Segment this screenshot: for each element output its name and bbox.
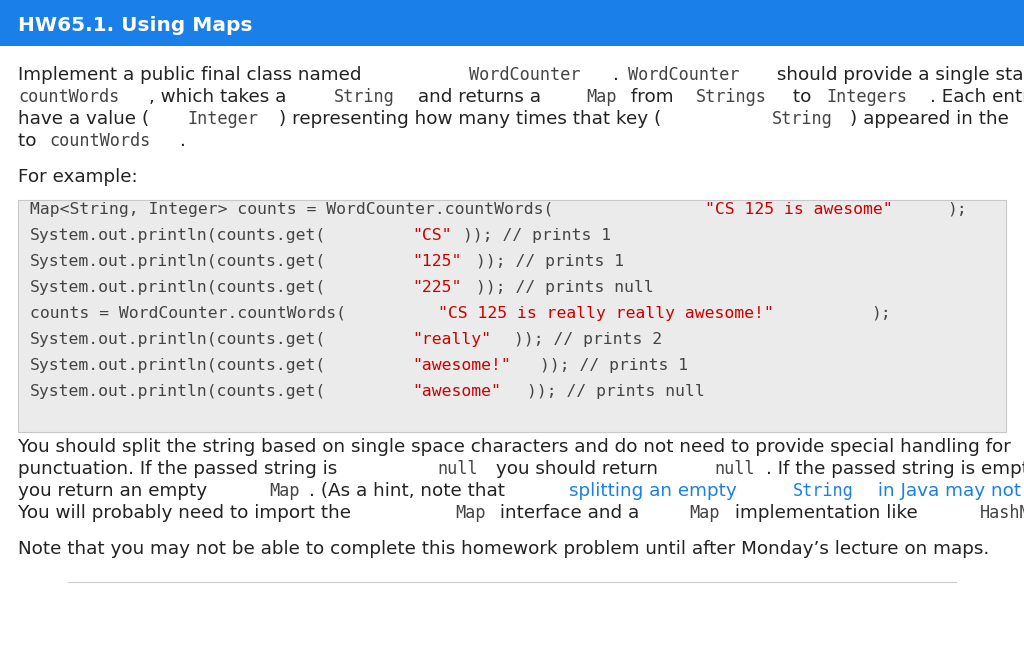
Text: Integers: Integers: [826, 88, 907, 106]
Text: , which takes a: , which takes a: [148, 88, 292, 106]
Text: Strings: Strings: [695, 88, 766, 106]
Text: from: from: [625, 88, 680, 106]
Text: )); // prints null: )); // prints null: [527, 384, 705, 399]
Text: "awesome": "awesome": [413, 384, 501, 399]
Text: "really": "really": [413, 332, 492, 347]
Text: to: to: [786, 88, 817, 106]
Text: )); // prints 1: )); // prints 1: [540, 358, 688, 373]
Text: .: .: [180, 132, 186, 150]
Text: System.out.println(counts.get(: System.out.println(counts.get(: [30, 254, 327, 269]
Text: System.out.println(counts.get(: System.out.println(counts.get(: [30, 358, 327, 373]
Text: .: .: [612, 66, 625, 84]
Text: );: );: [871, 306, 891, 321]
Text: String: String: [772, 110, 833, 128]
Text: "CS": "CS": [413, 228, 452, 243]
Text: Map: Map: [689, 504, 720, 522]
Bar: [0, 0, 1024, 46]
Text: HW65.1. Using Maps: HW65.1. Using Maps: [18, 16, 253, 35]
Text: System.out.println(counts.get(: System.out.println(counts.get(: [30, 384, 327, 399]
Text: implementation like: implementation like: [729, 504, 924, 522]
Text: )); // prints 2: )); // prints 2: [514, 332, 663, 347]
Text: String: String: [334, 88, 394, 106]
Text: . (As a hint, note that: . (As a hint, note that: [309, 482, 511, 500]
Text: countWords: countWords: [18, 88, 119, 106]
Text: You should split the string based on single space characters and do not need to : You should split the string based on sin…: [18, 438, 1011, 456]
Text: )); // prints null: )); // prints null: [476, 280, 653, 295]
Text: Note that you may not be able to complete this homework problem until after Mond: Note that you may not be able to complet…: [18, 540, 989, 558]
Text: Implement a public final class named: Implement a public final class named: [18, 66, 368, 84]
Text: null: null: [714, 460, 755, 478]
Text: System.out.println(counts.get(: System.out.println(counts.get(: [30, 280, 327, 295]
Text: You will probably need to import the: You will probably need to import the: [18, 504, 357, 522]
Text: and returns a: and returns a: [412, 88, 547, 106]
Text: you return an empty: you return an empty: [18, 482, 213, 500]
Text: String: String: [794, 482, 854, 500]
Text: Map: Map: [269, 482, 300, 500]
Text: to: to: [18, 132, 42, 150]
Text: ) appeared in the: ) appeared in the: [850, 110, 1015, 128]
Text: have a value (: have a value (: [18, 110, 150, 128]
Text: Integer: Integer: [187, 110, 258, 128]
Text: "125": "125": [413, 254, 462, 269]
Text: you should return: you should return: [489, 460, 664, 478]
Text: in Java may not do what you expect: in Java may not do what you expect: [871, 482, 1024, 500]
Text: "CS 125 is really really awesome!": "CS 125 is really really awesome!": [437, 306, 773, 321]
Text: punctuation. If the passed string is: punctuation. If the passed string is: [18, 460, 343, 478]
Text: interface and a: interface and a: [495, 504, 645, 522]
Text: )); // prints 1: )); // prints 1: [463, 228, 611, 243]
Text: System.out.println(counts.get(: System.out.println(counts.get(: [30, 228, 327, 243]
FancyBboxPatch shape: [18, 200, 1006, 432]
Text: WordCounter: WordCounter: [469, 66, 581, 84]
Text: ) representing how many times that key (: ) representing how many times that key (: [279, 110, 660, 128]
Text: "awesome!": "awesome!": [413, 358, 511, 373]
Text: counts = WordCounter.countWords(: counts = WordCounter.countWords(: [30, 306, 346, 321]
Text: Map: Map: [586, 88, 616, 106]
Text: System.out.println(counts.get(: System.out.println(counts.get(: [30, 332, 327, 347]
Text: "CS 125 is awesome": "CS 125 is awesome": [706, 202, 893, 217]
Text: null: null: [437, 460, 478, 478]
Text: HashMap: HashMap: [980, 504, 1024, 522]
Text: WordCounter: WordCounter: [628, 66, 739, 84]
Text: should provide a single static method: should provide a single static method: [771, 66, 1024, 84]
Text: )); // prints 1: )); // prints 1: [476, 254, 624, 269]
Text: );: );: [947, 202, 968, 217]
Text: countWords: countWords: [49, 132, 151, 150]
Text: . Each entry in the map should: . Each entry in the map should: [931, 88, 1024, 106]
Text: Map: Map: [456, 504, 485, 522]
Text: splitting an empty: splitting an empty: [569, 482, 743, 500]
Text: Map<String, Integer> counts = WordCounter.countWords(: Map<String, Integer> counts = WordCounte…: [30, 202, 553, 217]
Text: For example:: For example:: [18, 168, 137, 186]
Text: . If the passed string is empty or all whitespace: . If the passed string is empty or all w…: [766, 460, 1024, 478]
Text: "225": "225": [413, 280, 462, 295]
